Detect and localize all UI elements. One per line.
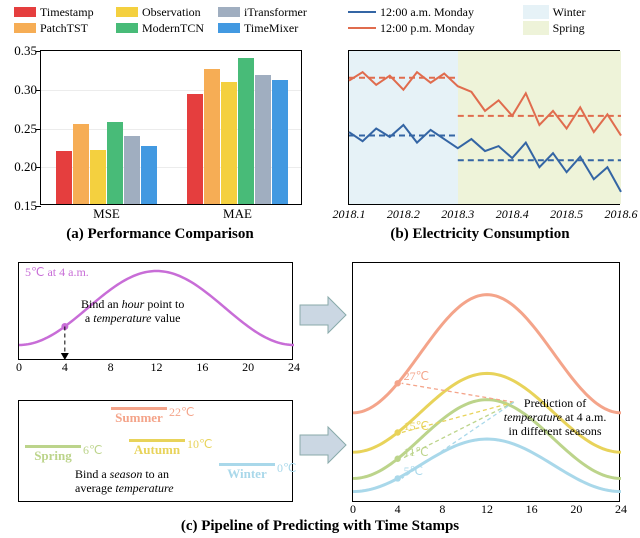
bar-observation [90, 150, 106, 204]
swatch-itransformer [218, 7, 240, 17]
caption-b: (b) Electricity Consumption [330, 226, 630, 243]
swatch-moderntcn [116, 23, 138, 33]
bar-timestamp [187, 94, 203, 204]
legend-block-winter [523, 5, 549, 19]
season-item: Winter [219, 463, 275, 482]
bar-timemixer [272, 80, 288, 204]
panel-performance-comparison: 0.150.200.250.300.35MSEMAE [40, 50, 302, 205]
legend-line-pm [348, 27, 376, 29]
bar-moderntcn [107, 122, 123, 204]
swatch-timemixer [218, 23, 240, 33]
bar-patchtst [204, 69, 220, 204]
xtick: 2018.1 [333, 207, 366, 222]
legend-a: Timestamp Observation iTransformer Patch… [14, 4, 314, 36]
legend-b: 12:00 a.m. Monday Winter 12:00 p.m. Mond… [348, 4, 628, 36]
season-item: Autumn [129, 439, 185, 458]
bar-patchtst [73, 124, 89, 204]
bar-timestamp [56, 151, 72, 204]
xtick: MSE [93, 206, 120, 222]
line-series [349, 72, 621, 135]
panel-electricity-consumption: 2018.12018.22018.32018.42018.52018.6 [348, 50, 620, 205]
arrow-icon [298, 425, 348, 465]
ytick: 0.15 [3, 198, 37, 214]
xtick: 2018.4 [496, 207, 529, 222]
xtick: MAE [223, 206, 252, 222]
ytick: 0.25 [3, 121, 37, 137]
xtick: 2018.3 [441, 207, 474, 222]
swatch-observation [116, 7, 138, 17]
annotation: Prediction oftemperature at 4 a.m.in dif… [504, 396, 607, 438]
panel-prediction-seasons: 27℃15℃11℃5℃Prediction oftemperature at 4… [352, 262, 620, 502]
caption-c: (c) Pipeline of Predicting with Time Sta… [0, 518, 640, 535]
xtick: 2018.2 [387, 207, 420, 222]
bar-itransformer [124, 136, 140, 204]
ytick: 0.20 [3, 159, 37, 175]
caption-a: (a) Performance Comparison [0, 226, 320, 243]
ytick: 0.30 [3, 82, 37, 98]
bar-observation [221, 82, 237, 204]
swatch-timestamp [14, 7, 36, 17]
annotation: Bind an hour point toa temperature value [81, 297, 184, 325]
bar-timemixer [141, 146, 157, 204]
annotation: Bind a season to anaverage temperature [75, 467, 174, 495]
bar-moderntcn [238, 58, 254, 204]
panel-season-bind: Summer22℃Autumn10℃Spring6℃Winter0℃Bind a… [18, 400, 293, 502]
xtick: 2018.6 [605, 207, 638, 222]
legend-line-am [348, 11, 376, 13]
bar-itransformer [255, 75, 271, 204]
swatch-patchtst [14, 23, 36, 33]
legend-block-spring [523, 21, 549, 35]
xtick: 2018.5 [550, 207, 583, 222]
ytick: 0.35 [3, 43, 37, 59]
season-item: Summer [111, 407, 167, 426]
arrow-icon [298, 295, 348, 335]
panel-hour-bind: 5℃ at 4 a.m. Bind an hour point toa tempe… [18, 262, 293, 360]
season-item: Spring [25, 445, 81, 464]
temp-label: 5℃ at 4 a.m. [25, 265, 89, 280]
